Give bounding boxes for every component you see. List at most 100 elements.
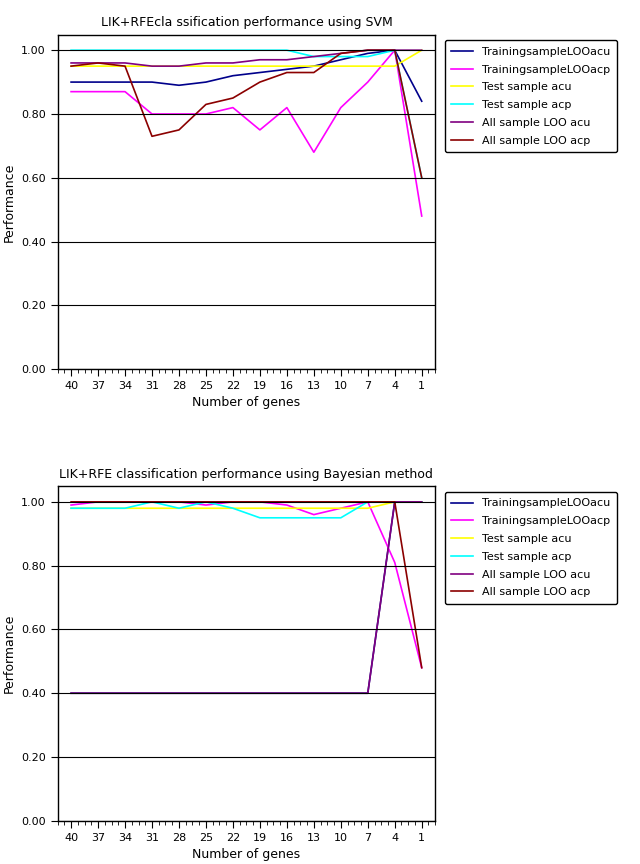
All sample LOO acu xyxy=(175,61,183,72)
Test sample acp xyxy=(256,512,264,523)
TrainingsampleLOOacu xyxy=(337,688,345,698)
Test sample acp xyxy=(148,45,156,55)
All sample LOO acp xyxy=(148,497,156,507)
All sample LOO acu xyxy=(175,688,183,698)
All sample LOO acu xyxy=(256,688,264,698)
All sample LOO acu xyxy=(337,48,345,59)
Y-axis label: Performance: Performance xyxy=(3,613,15,693)
All sample LOO acp xyxy=(283,67,291,78)
TrainingsampleLOOacu xyxy=(94,688,102,698)
Test sample acp xyxy=(94,503,102,513)
TrainingsampleLOOacu xyxy=(310,61,317,72)
TrainingsampleLOOacu xyxy=(364,688,372,698)
Test sample acu xyxy=(391,61,399,72)
Test sample acp xyxy=(67,45,75,55)
All sample LOO acp xyxy=(67,61,75,72)
X-axis label: Number of genes: Number of genes xyxy=(193,848,300,861)
All sample LOO acp xyxy=(229,497,237,507)
Test sample acu xyxy=(364,503,372,513)
Legend: TrainingsampleLOOacu, TrainingsampleLOOacp, Test sample acu, Test sample acp, Al: TrainingsampleLOOacu, TrainingsampleLOOa… xyxy=(445,492,617,604)
TrainingsampleLOOacp xyxy=(94,497,102,507)
Test sample acu xyxy=(364,61,372,72)
All sample LOO acu xyxy=(229,688,237,698)
All sample LOO acu xyxy=(418,497,426,507)
All sample LOO acu xyxy=(364,688,372,698)
Test sample acp xyxy=(391,45,399,55)
Test sample acu xyxy=(418,45,426,55)
TrainingsampleLOOacp xyxy=(256,124,264,135)
TrainingsampleLOOacu xyxy=(256,67,264,78)
TrainingsampleLOOacp xyxy=(148,109,156,119)
All sample LOO acp xyxy=(391,497,399,507)
Test sample acp xyxy=(94,45,102,55)
All sample LOO acp xyxy=(256,77,264,87)
X-axis label: Number of genes: Number of genes xyxy=(193,397,300,410)
TrainingsampleLOOacu xyxy=(283,64,291,74)
TrainingsampleLOOacu xyxy=(121,688,129,698)
TrainingsampleLOOacu xyxy=(364,48,372,59)
Test sample acu xyxy=(283,503,291,513)
TrainingsampleLOOacp xyxy=(94,86,102,97)
Test sample acu xyxy=(121,61,129,72)
Test sample acp xyxy=(121,503,129,513)
All sample LOO acp xyxy=(175,497,183,507)
All sample LOO acu xyxy=(364,45,372,55)
Test sample acu xyxy=(229,503,237,513)
Test sample acu xyxy=(418,497,426,507)
TrainingsampleLOOacp xyxy=(364,77,372,87)
TrainingsampleLOOacp xyxy=(391,45,399,55)
TrainingsampleLOOacu xyxy=(202,688,210,698)
All sample LOO acp xyxy=(256,497,264,507)
TrainingsampleLOOacu xyxy=(175,80,183,91)
TrainingsampleLOOacu xyxy=(418,497,426,507)
All sample LOO acu xyxy=(229,58,237,68)
TrainingsampleLOOacp xyxy=(310,147,317,157)
Test sample acp xyxy=(418,173,426,183)
Test sample acu xyxy=(94,61,102,72)
All sample LOO acp xyxy=(202,99,210,110)
Test sample acp xyxy=(364,497,372,507)
Line: Test sample acu: Test sample acu xyxy=(71,502,422,508)
All sample LOO acp xyxy=(283,497,291,507)
Test sample acp xyxy=(256,45,264,55)
TrainingsampleLOOacp xyxy=(175,109,183,119)
All sample LOO acp xyxy=(67,497,75,507)
All sample LOO acu xyxy=(67,688,75,698)
All sample LOO acu xyxy=(337,688,345,698)
Title: LIK+RFEcla ssification performance using SVM: LIK+RFEcla ssification performance using… xyxy=(100,16,392,29)
TrainingsampleLOOacu xyxy=(148,77,156,87)
Test sample acu xyxy=(175,61,183,72)
TrainingsampleLOOacu xyxy=(67,688,75,698)
TrainingsampleLOOacp xyxy=(337,503,345,513)
All sample LOO acp xyxy=(148,131,156,142)
Test sample acu xyxy=(310,61,317,72)
All sample LOO acu xyxy=(418,45,426,55)
All sample LOO acu xyxy=(391,45,399,55)
All sample LOO acu xyxy=(148,688,156,698)
All sample LOO acu xyxy=(283,688,291,698)
Line: Test sample acp: Test sample acp xyxy=(71,50,422,178)
TrainingsampleLOOacp xyxy=(121,86,129,97)
TrainingsampleLOOacp xyxy=(418,211,426,221)
Line: Test sample acu: Test sample acu xyxy=(71,50,422,67)
Test sample acu xyxy=(229,61,237,72)
All sample LOO acp xyxy=(418,173,426,183)
Test sample acu xyxy=(148,61,156,72)
TrainingsampleLOOacu xyxy=(283,688,291,698)
All sample LOO acp xyxy=(121,497,129,507)
Test sample acu xyxy=(202,61,210,72)
All sample LOO acu xyxy=(310,688,317,698)
All sample LOO acu xyxy=(202,58,210,68)
Test sample acp xyxy=(67,503,75,513)
All sample LOO acp xyxy=(337,48,345,59)
TrainingsampleLOOacp xyxy=(418,663,426,673)
Line: TrainingsampleLOOacu: TrainingsampleLOOacu xyxy=(71,50,422,101)
Line: All sample LOO acp: All sample LOO acp xyxy=(71,50,422,178)
All sample LOO acp xyxy=(337,497,345,507)
All sample LOO acu xyxy=(391,497,399,507)
Test sample acu xyxy=(67,61,75,72)
Test sample acu xyxy=(283,61,291,72)
All sample LOO acp xyxy=(121,61,129,72)
All sample LOO acp xyxy=(364,45,372,55)
All sample LOO acp xyxy=(94,497,102,507)
